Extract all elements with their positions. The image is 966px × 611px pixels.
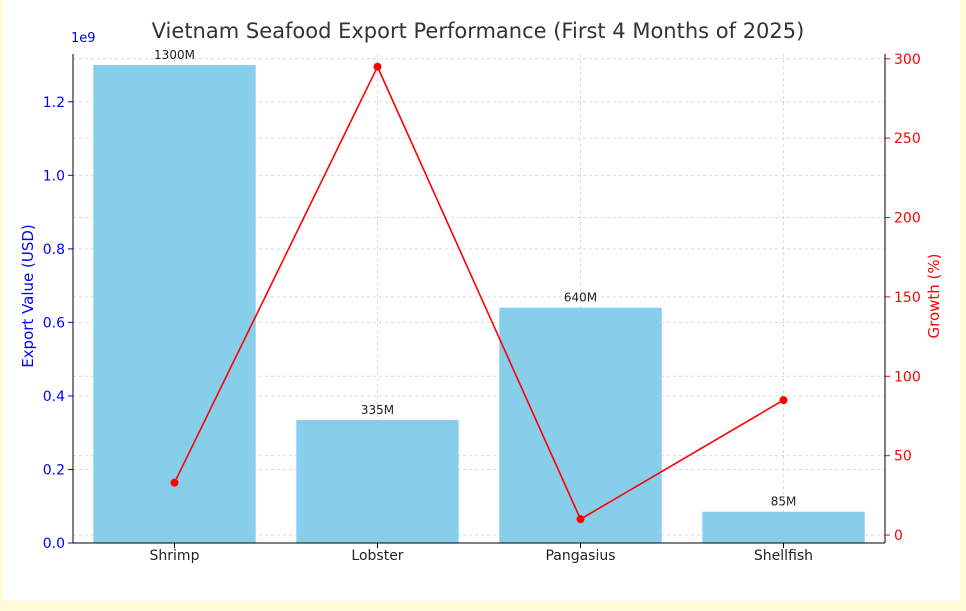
y-tick-label-right: 100: [894, 369, 921, 385]
y-tick-label-left: 1.2: [43, 95, 65, 111]
bar: [93, 65, 256, 543]
growth-series-line: [173, 64, 784, 521]
y-tick-label-right: 50: [894, 449, 912, 465]
x-tick-label: Lobster: [351, 548, 403, 564]
growth-line: [170, 62, 788, 524]
bar-data-label: 640M: [564, 291, 597, 305]
y-tick-label-left: 0.6: [43, 315, 65, 331]
chart-svg: Vietnam Seafood Export Performance (Firs…: [19, 19, 943, 564]
y-axis-label-left: Export Value (USD): [19, 224, 37, 368]
y-axis-offset-label: 1e9: [71, 31, 96, 46]
y-tick-label-right: 0: [894, 528, 903, 544]
bars: 1300M 335M 640M 85M: [93, 48, 865, 543]
bar: [296, 419, 459, 543]
y-tick-label-right: 200: [894, 211, 921, 227]
y-tick-label-left: 0.2: [43, 462, 65, 478]
bar-data-label: 1300M: [154, 48, 195, 62]
bar: [499, 307, 662, 543]
growth-point: [779, 396, 788, 405]
x-tick-label: Shellfish: [754, 548, 813, 564]
y-tick-label-right: 150: [894, 290, 921, 306]
y-tick-label-left: 1.0: [43, 168, 65, 184]
bar-data-label: 85M: [771, 495, 797, 509]
bar: [702, 511, 865, 543]
axes: 0.0 0.2 0.4 0.6 0.8 1.0 1.2 0 50 100 150 200 250 300 S…: [43, 52, 921, 564]
growth-point: [576, 515, 585, 524]
growth-point: [373, 62, 382, 71]
y-tick-label-right: 300: [894, 52, 921, 68]
x-tick-label: Shrimp: [150, 548, 200, 564]
y-tick-label-right: 250: [894, 131, 921, 147]
y-tick-label-left: 0.8: [43, 242, 65, 258]
y-tick-label-left: 0.4: [43, 389, 65, 405]
y-tick-label-left: 0.0: [43, 536, 65, 552]
bar-data-label: 335M: [361, 403, 394, 417]
growth-point: [170, 478, 179, 487]
y-axis-label-right: Growth (%): [925, 253, 943, 338]
x-tick-label: Pangasius: [545, 548, 615, 564]
chart-title: Vietnam Seafood Export Performance (Firs…: [152, 19, 805, 43]
